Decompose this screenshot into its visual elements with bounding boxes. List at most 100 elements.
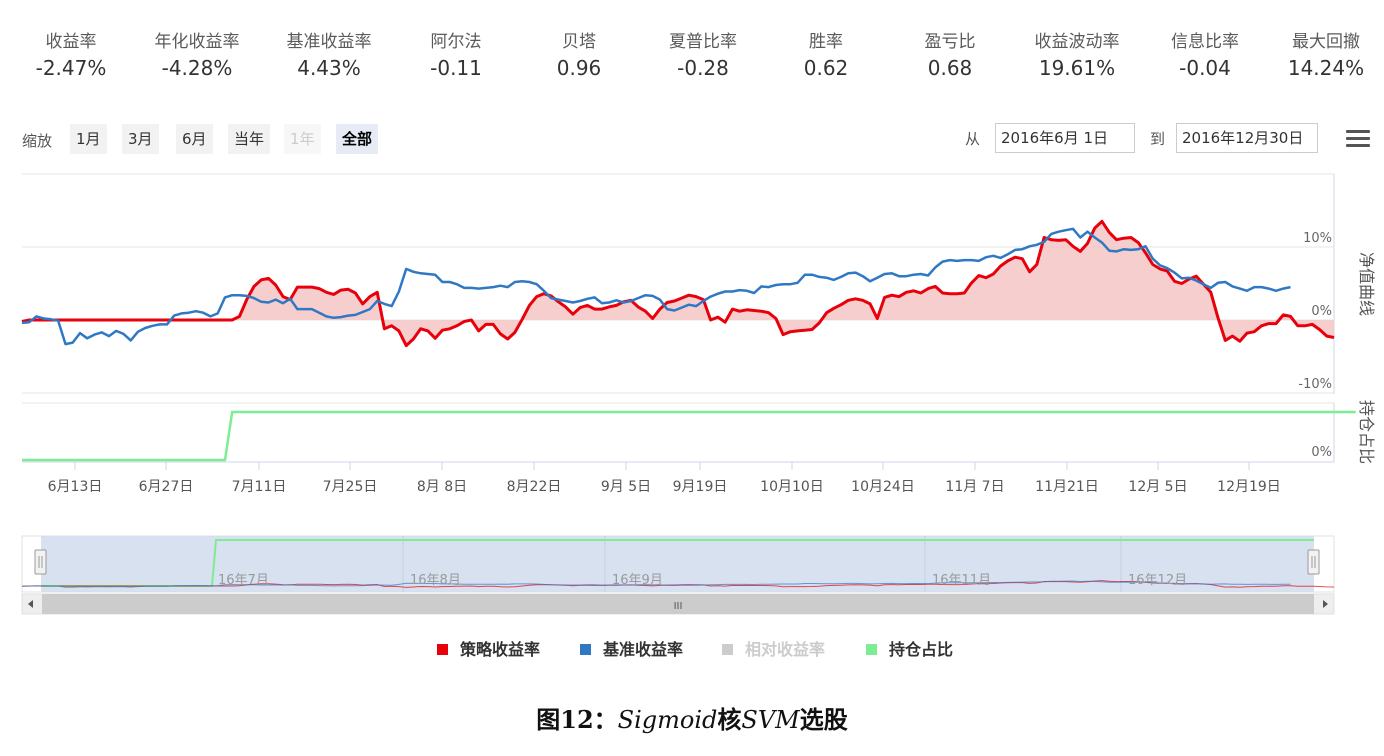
stat-label: 夏普比率: [669, 32, 737, 52]
zoom-ytd-button[interactable]: 当年: [228, 124, 271, 154]
strategy-line: [21, 219, 1335, 348]
x-tick-label: 9月 5日: [601, 479, 651, 495]
from-label: 从: [965, 130, 981, 148]
stat-label: 最大回撤: [1292, 32, 1360, 52]
figure-caption: 图12：Sigmoid核SVM选股: [0, 700, 1384, 735]
stat-volatility: 收益波动率 19.61%: [1012, 30, 1142, 82]
x-tick-label: 11月 7日: [945, 479, 1004, 495]
x-tick-label: 7月25日: [323, 479, 378, 495]
scrollbar-thumb[interactable]: [42, 594, 1314, 614]
navigator-label: 16年9月: [612, 573, 663, 588]
benchmark-line: [21, 227, 1291, 346]
stat-value: -4.28%: [161, 56, 233, 80]
stat-value: -0.28: [677, 56, 729, 80]
stat-value: 19.61%: [1038, 56, 1116, 80]
legend-swatch: [722, 644, 733, 655]
zoom-label: 缩放: [22, 132, 53, 150]
position-axis-title: 持仓占比: [1357, 400, 1376, 464]
legend-swatch: [437, 644, 448, 655]
scrollbar-grip-icon: III: [674, 601, 683, 612]
stat-annual-return: 年化收益率 -4.28%: [132, 30, 262, 82]
scroll-left-arrow-icon[interactable]: [28, 600, 33, 608]
stat-value: 4.43%: [297, 56, 361, 80]
stat-label: 盈亏比: [924, 32, 976, 52]
caption-suffix: 选股: [799, 705, 848, 734]
stat-value: 0.96: [556, 56, 602, 80]
legend-item-benchmark[interactable]: 基准收益率: [580, 636, 683, 660]
position-line: [22, 410, 1356, 462]
main-plot-area: [21, 219, 1335, 348]
x-tick-label: 11月21日: [1035, 479, 1099, 495]
stats-header: 收益率 -2.47% 年化收益率 -4.28% 基准收益率 4.43% 阿尔法 …: [0, 30, 1384, 90]
zoom-3m-button[interactable]: 3月: [122, 124, 159, 154]
navigator-label: 16年7月: [218, 573, 269, 588]
legend: 策略收益率 基准收益率 相对收益率 持仓占比: [0, 636, 1384, 660]
navigator-right-handle[interactable]: [1307, 549, 1320, 575]
stat-label: 信息比率: [1171, 32, 1239, 52]
main-axis-title: 净值曲线: [1357, 252, 1376, 316]
x-tick-label: 8月 8日: [417, 479, 467, 495]
legend-item-relative[interactable]: 相对收益率: [722, 636, 825, 660]
scroll-right-arrow-icon[interactable]: [1323, 600, 1328, 608]
stat-label: 收益波动率: [1034, 32, 1120, 52]
navigator-selected-range[interactable]: [41, 536, 1314, 592]
x-tick-label: 8月22日: [507, 479, 562, 495]
navigator-left-handle[interactable]: [34, 549, 47, 575]
zoom-1y-button[interactable]: 1年: [284, 124, 321, 154]
x-tick-label: 10月24日: [851, 479, 915, 495]
legend-label: 策略收益率: [460, 640, 541, 659]
stat-profit-loss-ratio: 盈亏比 0.68: [885, 30, 1015, 82]
to-label: 到: [1150, 130, 1166, 148]
zoom-6m-button[interactable]: 6月: [176, 124, 213, 154]
legend-label: 持仓占比: [889, 640, 954, 659]
backtest-chart: 净值曲线 10% 0% -10% 持仓占比 0% 6月13日 6月27日 7月11日 7月…: [21, 173, 1376, 615]
stat-label: 阿尔法: [430, 32, 482, 52]
zoom-all-button[interactable]: 全部: [336, 124, 379, 154]
navigator-benchmark-line: [21, 580, 1291, 588]
stat-info-ratio: 信息比率 -0.04: [1140, 30, 1270, 82]
stat-benchmark-return: 基准收益率 4.43%: [264, 30, 394, 82]
caption-svm: SVM: [741, 706, 800, 734]
y-tick-label: -10%: [1298, 377, 1332, 392]
stat-max-drawdown: 最大回撤 14.24%: [1261, 30, 1384, 82]
legend-swatch: [580, 644, 591, 655]
legend-item-strategy[interactable]: 策略收益率: [437, 636, 540, 660]
navigator-label: 16年8月: [410, 573, 461, 588]
stat-value: 0.62: [803, 56, 849, 80]
y-tick-label: 0%: [1311, 304, 1332, 319]
stat-label: 胜率: [809, 32, 843, 52]
main-y-tick-labels: 10% 0% -10%: [1298, 231, 1332, 392]
x-tick-label: 9月19日: [673, 479, 728, 495]
x-tick-labels: 6月13日 6月27日 7月11日 7月25日 8月 8日 8月22日 9月 5日 9月19日…: [48, 462, 1281, 495]
stat-sharpe: 夏普比率 -0.28: [638, 30, 768, 82]
navigator-label: 16年12月: [1128, 573, 1187, 588]
stat-value: -0.11: [430, 56, 482, 80]
stat-label: 贝塔: [562, 32, 596, 52]
stat-value: 0.68: [927, 56, 973, 80]
from-date-input[interactable]: 2016年6月 1日: [995, 123, 1135, 153]
legend-item-position[interactable]: 持仓占比: [866, 636, 953, 660]
legend-label: 基准收益率: [603, 640, 684, 659]
hamburger-menu-icon[interactable]: [1346, 130, 1370, 150]
y-tick-label: 10%: [1303, 231, 1332, 246]
stat-win-rate: 胜率 0.62: [761, 30, 891, 82]
stat-label: 收益率: [45, 32, 97, 52]
stat-beta: 贝塔 0.96: [514, 30, 644, 82]
zoom-1m-button[interactable]: 1月: [70, 124, 107, 154]
navigator-label: 16年11月: [932, 573, 991, 588]
caption-sigmoid: Sigmoid: [617, 706, 718, 734]
stat-label: 年化收益率: [154, 32, 240, 52]
position-y-tick-0: 0%: [1311, 445, 1332, 460]
caption-prefix: 图12：: [536, 705, 618, 734]
x-tick-label: 10月10日: [760, 479, 824, 495]
position-plot-area: [22, 410, 1356, 462]
legend-swatch: [866, 644, 877, 655]
x-tick-label: 12月19日: [1217, 479, 1281, 495]
legend-label: 相对收益率: [745, 640, 826, 659]
x-tick-label: 7月11日: [232, 479, 287, 495]
x-tick-label: 12月 5日: [1128, 479, 1187, 495]
x-tick-label: 6月27日: [139, 479, 194, 495]
to-date-input[interactable]: 2016年12月30日: [1176, 123, 1318, 153]
stat-total-return: 收益率 -2.47%: [6, 30, 136, 82]
caption-mid: 核: [717, 705, 742, 734]
